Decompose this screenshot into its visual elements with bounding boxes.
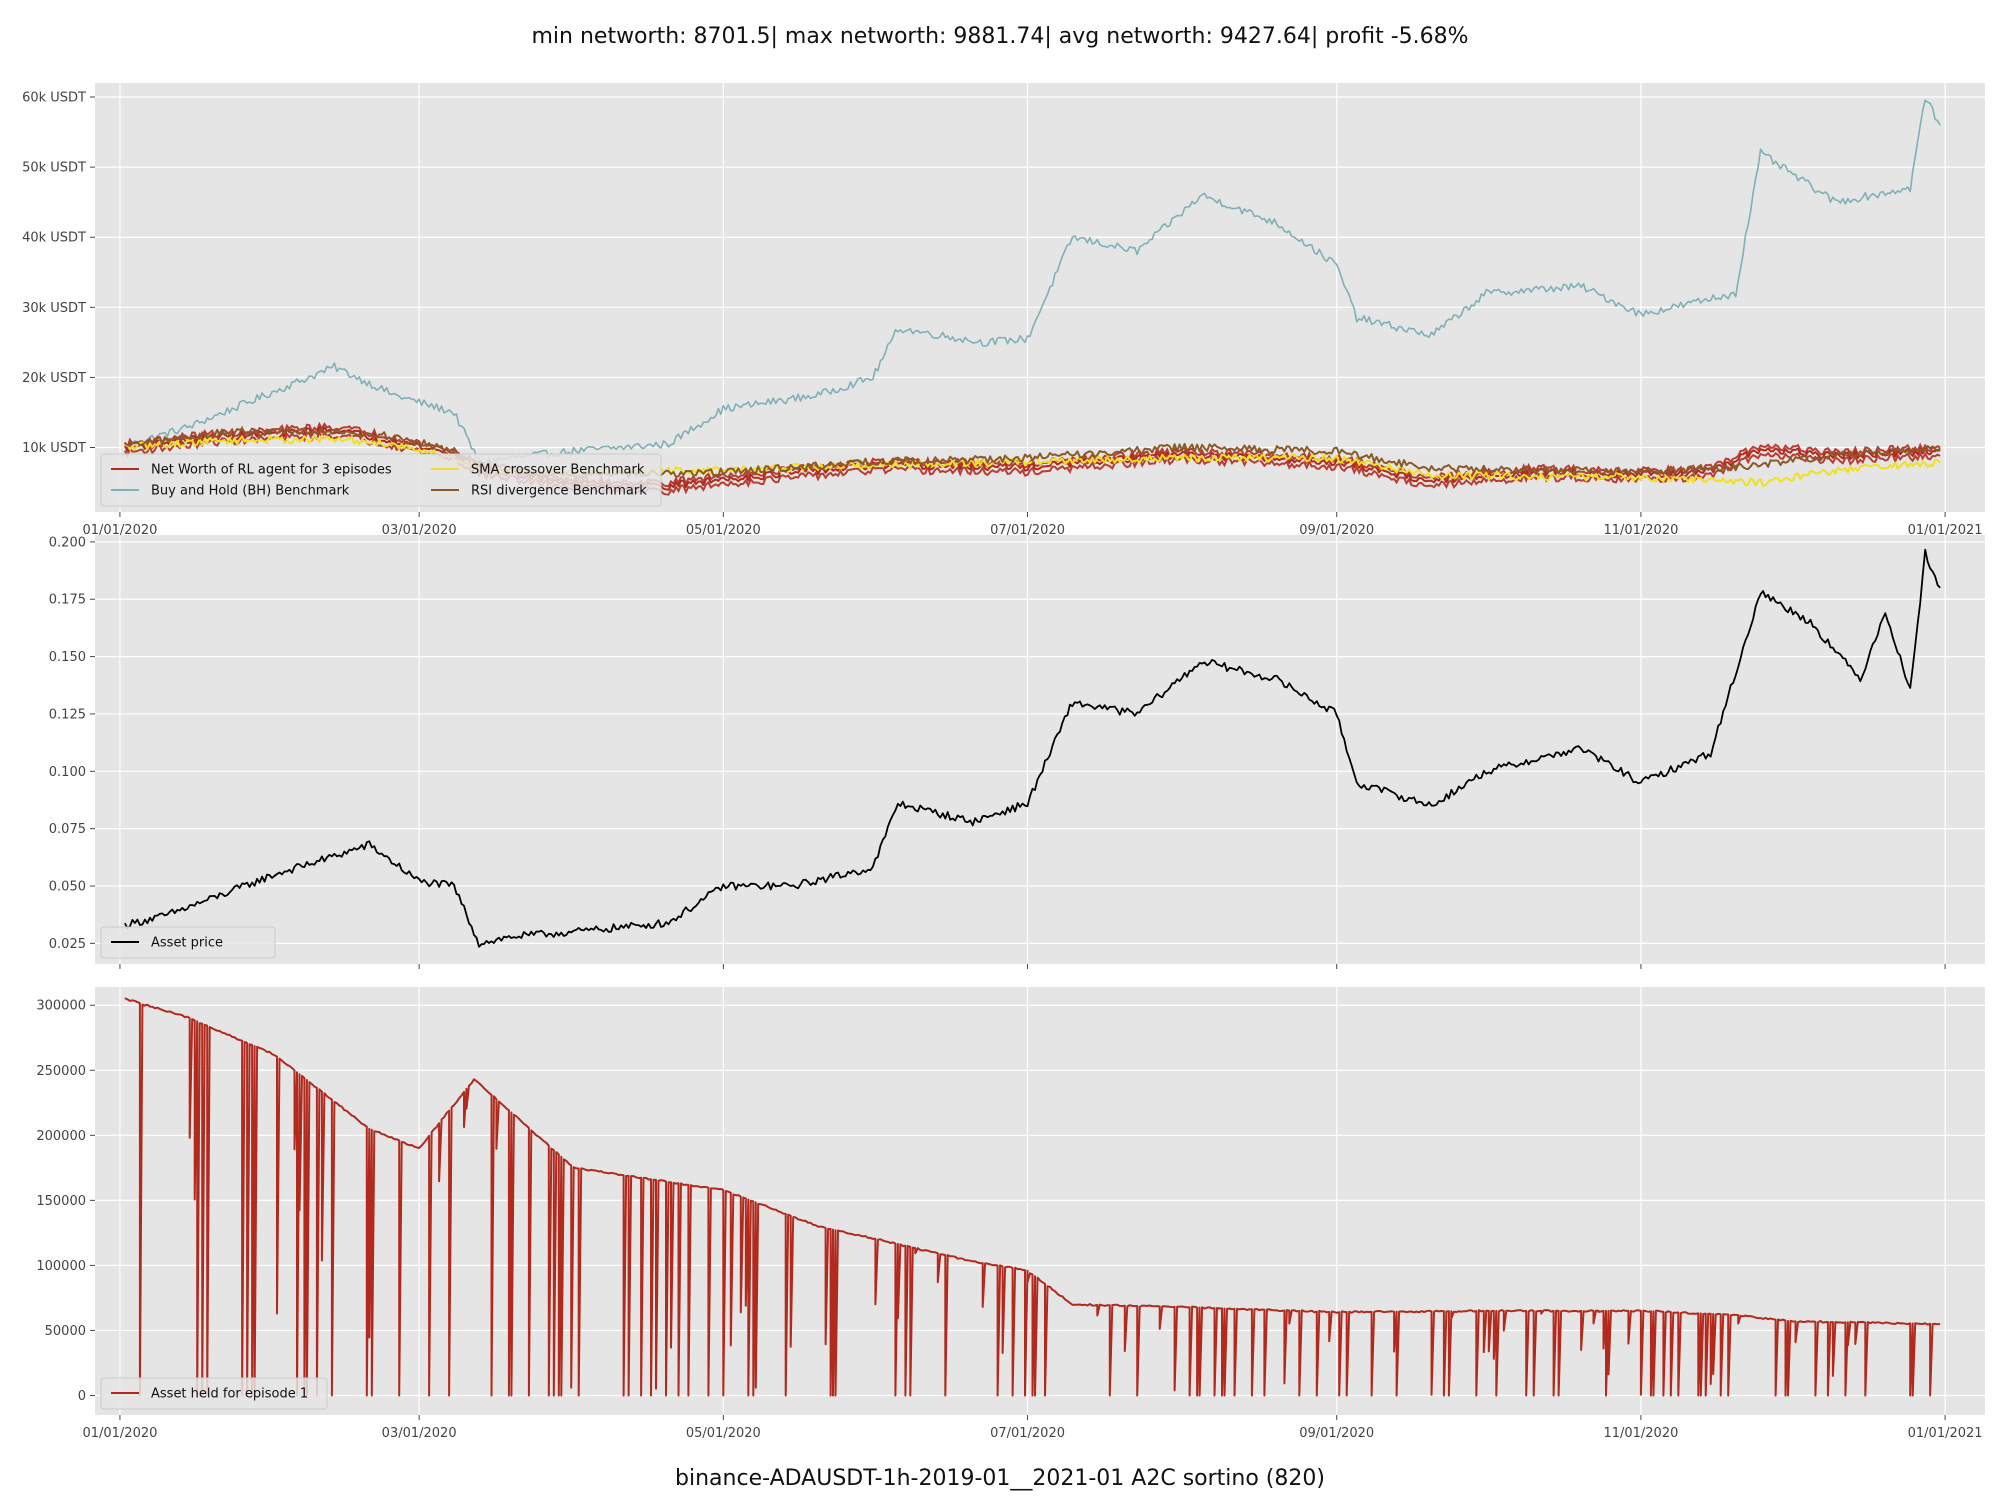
series-line-asset-held-for-episode-1 bbox=[124, 997, 1941, 1397]
legend-box bbox=[100, 453, 662, 507]
x-tick-label: 01/01/2021 bbox=[1908, 523, 1983, 538]
held-panel: 0 50000 100000 150000 200000 250000 300000 01/0… bbox=[36, 987, 1985, 1441]
x-tick-label: 07/01/2020 bbox=[990, 523, 1065, 538]
y-tick-label: 50k USDT bbox=[22, 161, 86, 176]
price-panel: 0.025 0.050 0.075 0.100 0.125 0.150 0.175 0.200… bbox=[49, 535, 1985, 969]
x-tick-label: 11/01/2020 bbox=[1603, 523, 1678, 538]
x-tick-label: 05/01/2020 bbox=[686, 523, 761, 538]
y-tick-label: 40k USDT bbox=[22, 231, 86, 246]
y-tick-label: 0.200 bbox=[49, 535, 86, 550]
figure-title: min networth: 8701.5| max networth: 9881… bbox=[531, 24, 1469, 49]
y-tick-label: 0.025 bbox=[49, 937, 86, 952]
figure-caption: binance-ADAUSDT-1h-2019-01__2021-01 A2C … bbox=[675, 1466, 1325, 1491]
legend: Asset price bbox=[100, 926, 276, 959]
y-tick-label: 0.150 bbox=[49, 650, 86, 665]
y-tick-label: 0.125 bbox=[49, 707, 86, 722]
legend-box bbox=[100, 1377, 328, 1410]
legend-box bbox=[100, 926, 276, 959]
x-tick-label: 11/01/2020 bbox=[1603, 1426, 1678, 1441]
y-tick-label: 0.075 bbox=[49, 822, 86, 837]
y-tick-label: 150000 bbox=[36, 1194, 86, 1209]
series-line-buy-and-hold-bh-benchmark bbox=[124, 99, 1941, 464]
grid bbox=[95, 535, 1985, 964]
x-tick-label: 09/01/2020 bbox=[1299, 523, 1374, 538]
legend-label: Net Worth of RL agent for 3 episodes bbox=[151, 463, 392, 478]
legend: Net Worth of RL agent for 3 episodes Buy … bbox=[100, 453, 662, 507]
y-tick-label: 30k USDT bbox=[22, 301, 86, 316]
x-tick-label: 07/01/2020 bbox=[990, 1426, 1065, 1441]
x-tick-label: 01/01/2021 bbox=[1908, 1426, 1983, 1441]
y-tick-label: 0 bbox=[78, 1389, 86, 1404]
series-line-net-worth-of-rl-agent-for-3-episodes bbox=[124, 426, 1941, 491]
y-tick-label: 0.050 bbox=[49, 880, 86, 895]
x-tick-label: 03/01/2020 bbox=[382, 1426, 457, 1441]
y-tick-label: 60k USDT bbox=[22, 91, 86, 106]
legend-label: Asset price bbox=[151, 936, 223, 951]
x-tick-label: 01/01/2020 bbox=[82, 1426, 157, 1441]
y-tick-label: 50000 bbox=[45, 1324, 86, 1339]
y-tick-label: 0.100 bbox=[49, 765, 86, 780]
series-line-asset-price bbox=[124, 548, 1941, 948]
networth-panel: 10k USDT 20k USDT 30k USDT 40k USDT 50k USDT… bbox=[22, 83, 1985, 538]
legend: Asset held for episode 1 bbox=[100, 1377, 328, 1410]
y-tick-label: 200000 bbox=[36, 1129, 86, 1144]
plot-area bbox=[95, 535, 1985, 964]
legend-label: RSI divergence Benchmark bbox=[471, 484, 647, 499]
legend-label: Buy and Hold (BH) Benchmark bbox=[151, 484, 350, 499]
y-tick-label: 0.175 bbox=[49, 593, 86, 608]
y-tick-label: 10k USDT bbox=[22, 441, 86, 456]
y-tick-label: 250000 bbox=[36, 1064, 86, 1079]
x-tick-label: 01/01/2020 bbox=[82, 523, 157, 538]
y-tick-label: 100000 bbox=[36, 1259, 86, 1274]
x-tick-label: 05/01/2020 bbox=[686, 1426, 761, 1441]
y-tick-label: 20k USDT bbox=[22, 371, 86, 386]
x-tick-label: 03/01/2020 bbox=[382, 523, 457, 538]
legend-label: SMA crossover Benchmark bbox=[471, 463, 645, 478]
legend-label: Asset held for episode 1 bbox=[151, 1387, 308, 1402]
y-tick-label: 300000 bbox=[36, 999, 86, 1014]
series-line-rsi-divergence-benchmark bbox=[124, 427, 1941, 480]
x-tick-label: 09/01/2020 bbox=[1299, 1426, 1374, 1441]
